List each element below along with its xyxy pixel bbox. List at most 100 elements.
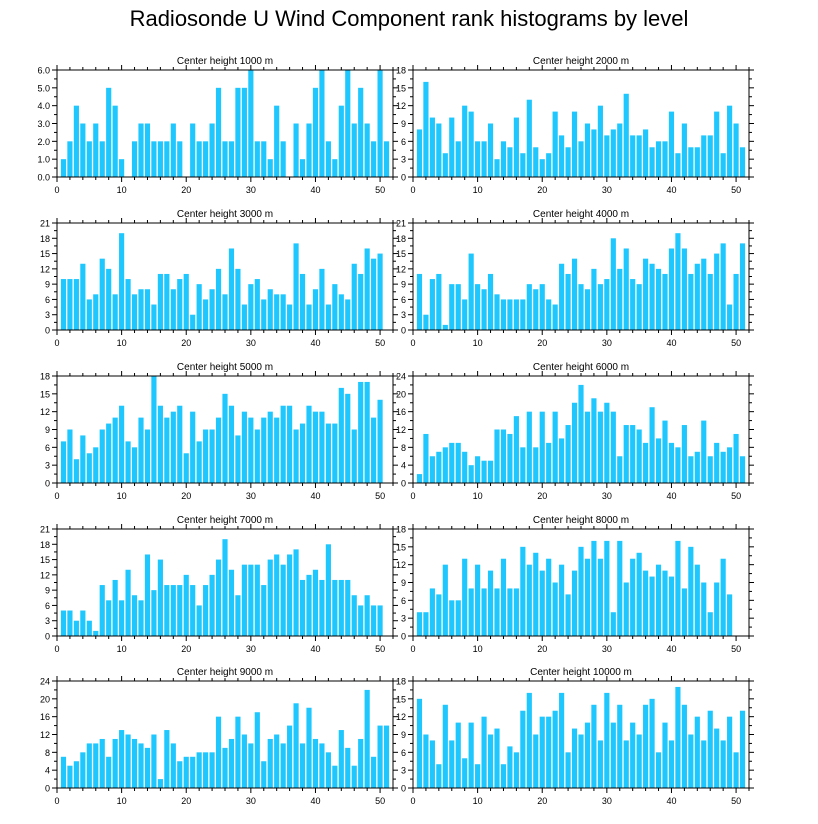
histogram-bar [358,605,364,636]
histogram-bar [183,453,189,483]
x-tick-label: 40 [310,796,320,806]
histogram-bar [312,569,319,636]
histogram-bar [151,376,157,483]
y-tick-label: 24 [40,677,50,687]
histogram-bar [571,570,578,636]
histogram-bar [203,585,209,636]
panel-10: Center height 10000 m 0 3 6 9 12 15 18 0 10 20 30 40… [396,667,754,806]
x-tick-label: 20 [537,796,547,806]
histogram-bar [151,304,157,330]
x-tick-label: 10 [473,796,483,806]
histogram-bar [196,284,202,330]
histogram-bar [571,402,578,483]
histogram-bar [190,314,196,330]
histogram-bar [533,447,539,483]
histogram-bar [520,710,526,788]
histogram-bar [196,441,202,483]
y-tick-label: 0 [45,326,50,336]
histogram-bar [332,765,338,788]
histogram-bar [228,569,235,636]
histogram-bar [565,425,571,483]
panel-7: Center height 7000 m 0 3 6 9 12 15 18 21 0 10 20 30 4… [40,515,398,654]
histogram-bar [80,123,86,177]
histogram-bar [67,141,73,177]
histogram-bar [312,411,319,483]
x-tick-label: 30 [246,185,256,195]
histogram-bar [636,552,642,636]
histogram-bar [364,595,370,636]
histogram-bar [681,123,687,177]
histogram-bar [539,716,545,788]
histogram-bar [449,117,455,177]
histogram-bar [287,725,293,788]
histogram-bar [468,465,474,483]
x-tick-label: 40 [666,338,676,348]
histogram-bar [416,474,423,483]
histogram-bar [170,585,176,636]
histogram-bar [164,417,170,483]
histogram-bar [694,451,700,483]
histogram-bar [578,546,584,636]
histogram-bar [164,273,170,330]
histogram-bar [248,284,254,330]
histogram-bar [196,141,202,177]
x-tick-label: 50 [731,491,741,501]
y-tick-label: 4 [401,461,406,471]
y-tick-label: 0 [401,173,406,183]
x-tick-label: 50 [375,338,385,348]
histogram-bar [584,123,591,177]
histogram-bar [513,588,519,636]
y-tick-label: 12 [40,730,50,740]
histogram-bar [93,630,99,636]
histogram-bar [306,707,312,788]
y-tick-label: 3 [401,155,406,165]
panel-title: Center height 1000 m [177,56,273,67]
y-tick-label: 18 [40,234,50,244]
histogram-bar [727,447,733,483]
histogram-bar [67,610,73,636]
histogram-bar [112,294,118,330]
histogram-bar [591,129,597,177]
y-tick-label: 12 [40,407,50,417]
histogram-bar [60,610,67,636]
histogram-bar [546,558,552,636]
histogram-bar [481,588,487,636]
histogram-bar [60,756,67,788]
histogram-bar [183,273,189,330]
histogram-bar [177,585,183,636]
histogram-bar [106,87,112,177]
histogram-bar [610,411,616,483]
histogram-bar [436,594,442,636]
histogram-bar [584,289,591,330]
histogram-bar [559,692,565,788]
histogram-bar [643,442,649,484]
panel-title: Center height 5000 m [177,362,273,373]
histogram-bar [299,273,306,330]
x-tick-label: 30 [602,185,612,195]
x-tick-label: 0 [410,185,415,195]
histogram-bar [442,704,448,788]
histogram-bar [267,159,273,177]
histogram-bar [507,147,513,177]
histogram-bar [436,451,442,483]
histogram-bar [643,129,649,177]
histogram-bar [423,81,429,177]
histogram-bar [235,716,241,788]
x-tick-label: 40 [310,338,320,348]
y-tick-label: 4.0 [37,101,50,111]
histogram-bar [80,752,86,788]
histogram-bar [423,314,429,330]
histogram-bar [714,111,720,177]
histogram-bar [727,304,733,330]
histogram-bar [597,105,603,177]
histogram-bar [351,765,357,788]
histogram-bar [649,698,655,788]
histogram-bar [442,447,448,483]
histogram-bar [287,405,293,483]
x-tick-label: 30 [602,644,612,654]
panel-title: Center height 4000 m [533,209,629,220]
histogram-bar [688,734,694,788]
histogram-bar [280,294,286,330]
y-tick-label: 5.0 [37,83,50,93]
x-tick-label: 10 [117,185,127,195]
